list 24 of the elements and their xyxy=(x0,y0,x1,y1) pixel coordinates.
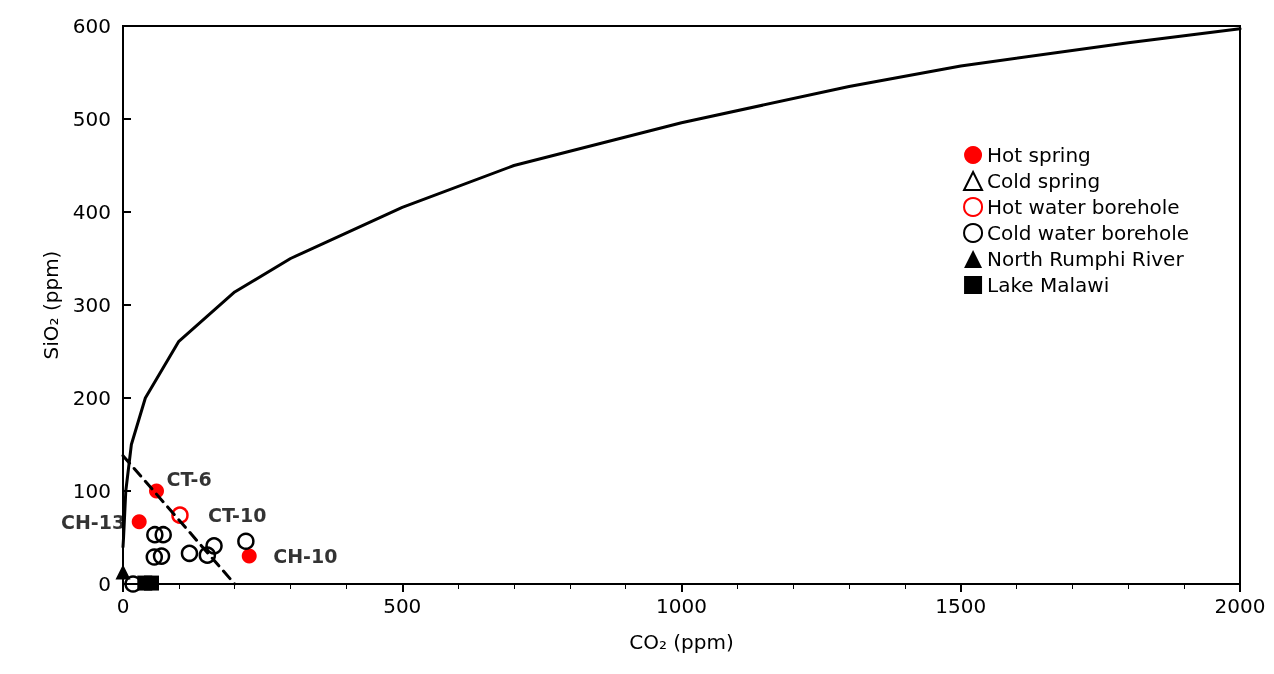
x-tick-label: 0 xyxy=(116,594,130,618)
legend-label: North Rumphi River xyxy=(987,247,1185,271)
annotation: CT-10 xyxy=(207,504,267,527)
legend-label: Hot water borehole xyxy=(987,195,1180,219)
legend-label: Cold spring xyxy=(987,169,1101,193)
legend-label: Hot spring xyxy=(987,143,1091,167)
annotation: CH-10 xyxy=(273,545,338,568)
y-tick-label: 0 xyxy=(98,572,111,596)
y-tick-label: 100 xyxy=(72,479,111,503)
y-tick-label: 500 xyxy=(72,107,111,131)
annotation: CT-6 xyxy=(166,468,212,490)
x-tick-label: 1000 xyxy=(656,594,707,618)
y-tick-label: 600 xyxy=(72,14,111,38)
y-tick-label: 200 xyxy=(72,386,111,410)
x-tick-label: 1500 xyxy=(935,594,987,618)
legend-label: Lake Malawi xyxy=(987,273,1110,297)
legend-label: Cold water borehole xyxy=(987,221,1190,245)
x-axis-title: CO₂ (ppm) xyxy=(629,630,734,654)
y-tick-label: 400 xyxy=(72,200,111,224)
y-tick-label: 300 xyxy=(72,293,111,317)
annotation: CH-13 xyxy=(61,510,126,533)
y-axis-title: SiO₂ (ppm) xyxy=(39,250,63,360)
x-tick-label: 500 xyxy=(383,594,422,618)
x-tick-label: 2000 xyxy=(1214,594,1266,618)
